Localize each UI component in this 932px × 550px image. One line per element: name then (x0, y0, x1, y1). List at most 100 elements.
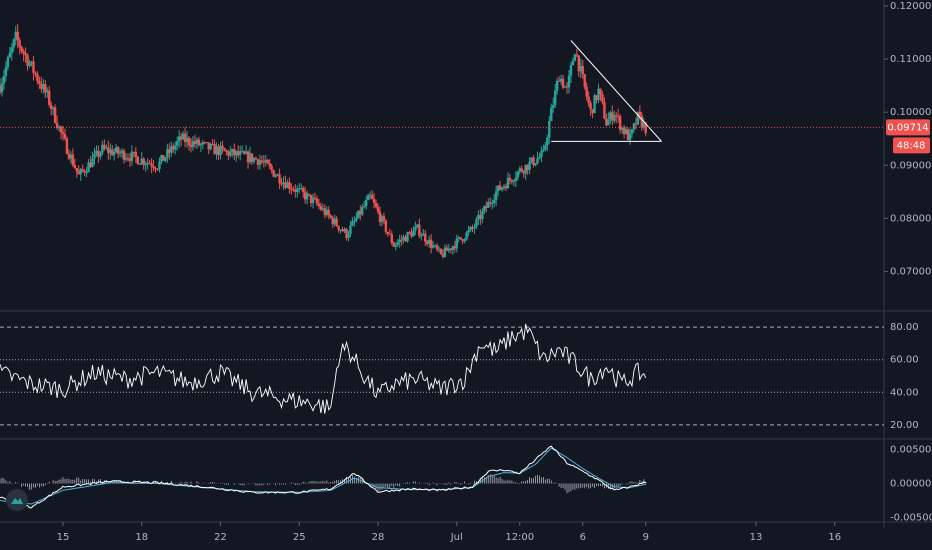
candle-body (526, 164, 529, 171)
candle-body (583, 74, 586, 87)
candle-body (575, 54, 579, 56)
candle-body (335, 218, 338, 226)
candle-body (160, 155, 163, 162)
candle-body (555, 80, 559, 91)
candle-body (162, 155, 165, 161)
candle-body (158, 161, 161, 170)
candle-body (469, 227, 472, 231)
candle-body (368, 194, 372, 196)
candle-body (305, 193, 309, 200)
candle-body (319, 206, 323, 210)
candle-body (359, 210, 362, 215)
candle-body (388, 233, 392, 235)
candle-body (532, 157, 535, 166)
candle-body (481, 211, 484, 220)
candle-body (61, 132, 65, 135)
candle-body (189, 144, 193, 147)
candle-body (227, 151, 230, 156)
candle-body (483, 206, 486, 212)
candle-body (49, 104, 53, 110)
candle-body (215, 146, 218, 155)
candle-body (628, 133, 632, 141)
price-badge (886, 119, 930, 136)
candle-body (0, 83, 4, 93)
candle-body (492, 200, 496, 203)
candle-body (546, 137, 549, 146)
macd-tick-label: -0.00500 (890, 513, 932, 524)
candle-body (136, 156, 140, 165)
candle-body (548, 121, 551, 138)
candle-body (223, 148, 226, 151)
candle-body (109, 149, 112, 153)
candle-body (518, 168, 521, 172)
candle-body (331, 217, 334, 225)
candle-body (59, 126, 63, 133)
candle-body (386, 231, 390, 234)
candle-body (487, 202, 490, 208)
candle-body (235, 151, 238, 156)
candle-body (396, 242, 399, 245)
candle-body (327, 209, 330, 216)
candle-body (433, 245, 437, 247)
macd-signal-line (0, 447, 646, 505)
candle-body (459, 237, 462, 240)
candle-body (301, 188, 305, 193)
candle-body (443, 247, 447, 257)
candle-body (609, 112, 612, 120)
candle-body (256, 159, 260, 165)
candle-body (205, 142, 208, 144)
candle-body (317, 203, 321, 207)
candle-body (30, 61, 33, 64)
candle-body (363, 206, 366, 208)
candle-body (34, 72, 37, 75)
candle-body (114, 147, 118, 153)
candle-body (514, 177, 518, 181)
candle-body (418, 224, 421, 236)
candle-body (593, 95, 596, 114)
candle-body (244, 151, 248, 154)
candle-body (402, 236, 405, 240)
candle-body (384, 220, 388, 232)
candle-body (280, 183, 283, 185)
candle-body (266, 159, 269, 164)
candle-body (231, 149, 234, 152)
candle-body (197, 139, 201, 146)
candle-body (313, 197, 317, 199)
candle-body (642, 122, 645, 128)
candle-body (638, 111, 642, 116)
candle-body (286, 182, 289, 188)
candle-body (71, 154, 75, 165)
candle-body (40, 83, 43, 89)
candle-body (156, 168, 159, 170)
candle-body (323, 208, 327, 215)
tradingview-logo-icon[interactable] (6, 489, 28, 511)
candle-body (392, 242, 395, 247)
candle-body (571, 60, 575, 66)
candle-body (294, 189, 297, 192)
candle-body (116, 147, 120, 154)
candle-body (618, 116, 622, 130)
candle-body (89, 162, 92, 168)
candle-body (36, 74, 39, 81)
candle-body (240, 151, 244, 153)
candle-body (282, 182, 285, 185)
candle-body (112, 152, 116, 156)
candle-body (63, 134, 67, 139)
candle-body (431, 245, 435, 248)
candle-body (55, 122, 59, 129)
candle-body (290, 188, 293, 190)
countdown-badge-label: 48:48 (897, 140, 926, 151)
candle-body (451, 246, 455, 250)
candle-body (321, 208, 325, 210)
candle-body (148, 162, 151, 164)
candle-body (303, 192, 307, 200)
candle-body (339, 229, 342, 231)
candle-body (461, 239, 464, 242)
candle-body (400, 239, 403, 241)
candle-body (573, 54, 577, 61)
candle-body (485, 206, 488, 208)
triangle-upper-line (570, 40, 662, 142)
candle-body (46, 90, 49, 93)
time-tick-label: 6 (580, 532, 586, 543)
